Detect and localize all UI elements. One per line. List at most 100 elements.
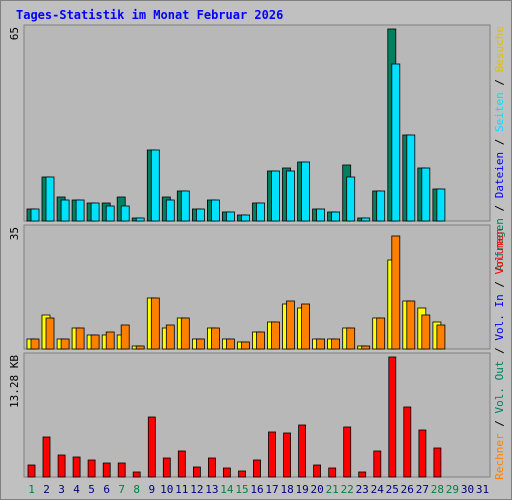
chart-title: Tages-Statistik im Monat Februar 2026: [16, 8, 284, 22]
x-tick-label-day-3: 3: [58, 483, 65, 496]
bar-hits-dateien-day-28: [436, 188, 446, 222]
x-tick-label-day-6: 6: [103, 483, 110, 496]
bar-visits-rechner-day-26: [406, 300, 416, 350]
bar-visits-rechner-day-18: [286, 300, 295, 350]
bar-hits-dateien-day-15: [241, 214, 250, 222]
bar-hits-dateien-day-24: [376, 190, 386, 222]
bar-volume-volumen-day-21: [328, 467, 337, 478]
bar-hits-dateien-day-6: [105, 205, 115, 222]
bar-volume-volumen-day-9: [147, 416, 156, 478]
x-tick-label-day-24: 24: [371, 483, 385, 496]
x-tick-label-day-28: 28: [431, 483, 444, 496]
x-tick-label-day-30: 30: [461, 483, 474, 496]
x-tick-label-day-5: 5: [88, 483, 95, 496]
x-tick-label-day-12: 12: [190, 483, 203, 496]
bar-volume-volumen-day-7: [117, 462, 126, 478]
bar-visits-rechner-day-27: [421, 314, 431, 350]
bar-volume-volumen-day-12: [192, 466, 201, 478]
x-tick-label-day-18: 18: [280, 483, 293, 496]
x-tick-label-day-23: 23: [356, 483, 369, 496]
bar-volume-volumen-day-23: [358, 471, 367, 478]
bar-visits-rechner-day-11: [180, 317, 190, 350]
x-tick-label-day-13: 13: [205, 483, 218, 496]
bar-visits-rechner-day-22: [346, 327, 356, 350]
bar-volume-volumen-day-2: [42, 436, 51, 478]
x-tick-label-day-9: 9: [148, 483, 155, 496]
x-tick-label-day-15: 15: [235, 483, 248, 496]
bar-volume-volumen-day-22: [343, 426, 352, 478]
bar-hits-dateien-day-21: [331, 211, 341, 222]
bar-visits-rechner-day-8: [135, 345, 145, 350]
bar-hits-dateien-day-3: [60, 199, 70, 222]
x-tick-label-day-26: 26: [401, 483, 414, 496]
ymax-label-visits: 35: [8, 227, 21, 240]
panel-volume: [23, 352, 491, 478]
bar-hits-dateien-day-2: [45, 176, 55, 222]
bar-visits-rechner-day-20: [316, 338, 326, 350]
bar-hits-dateien-day-12: [195, 208, 205, 222]
bar-volume-volumen-day-17: [268, 431, 276, 478]
x-tick-label-day-27: 27: [416, 483, 429, 496]
bar-visits-rechner-day-28: [436, 324, 446, 350]
bar-volume-volumen-day-27: [418, 429, 427, 478]
x-tick-label-day-4: 4: [73, 483, 80, 496]
bar-volume-volumen-day-14: [222, 467, 231, 478]
bar-visits-rechner-day-7: [120, 324, 130, 350]
bar-visits-rechner-day-16: [256, 331, 265, 350]
x-tick-label-day-22: 22: [341, 483, 354, 496]
x-tick-label-day-1: 1: [28, 483, 35, 496]
x-tick-label-day-17: 17: [265, 483, 278, 496]
x-tick-label-day-8: 8: [133, 483, 140, 496]
bar-visits-rechner-day-10: [165, 324, 175, 350]
bar-hits-dateien-day-9: [150, 149, 160, 222]
bar-volume-volumen-day-8: [132, 471, 141, 478]
legend-top: Anfragen / Dateien / Seiten / Besuche: [493, 26, 506, 271]
x-tick-label-day-11: 11: [175, 483, 188, 496]
bar-hits-dateien-day-22: [346, 176, 356, 222]
bar-hits-dateien-day-23: [361, 217, 371, 222]
bar-visits-rechner-day-12: [195, 338, 205, 350]
bar-hits-dateien-day-8: [135, 217, 145, 222]
bar-hits-dateien-day-13: [210, 199, 220, 222]
bar-volume-volumen-day-3: [57, 454, 66, 478]
bar-visits-rechner-day-21: [331, 338, 341, 350]
bar-visits-rechner-day-2: [45, 317, 55, 350]
bar-hits-dateien-day-14: [225, 211, 235, 222]
x-tick-label-day-14: 14: [220, 483, 234, 496]
bar-hits-dateien-day-18: [286, 170, 295, 222]
bar-hits-dateien-day-20: [316, 208, 326, 222]
x-tick-label-day-19: 19: [295, 483, 308, 496]
bar-volume-volumen-day-24: [373, 450, 382, 478]
bar-volume-volumen-day-18: [283, 432, 292, 478]
bar-volume-volumen-day-16: [253, 459, 261, 478]
bar-volume-volumen-day-25: [388, 356, 397, 478]
bar-hits-dateien-day-16: [256, 202, 265, 222]
x-tick-label-day-16: 16: [250, 483, 263, 496]
bar-volume-volumen-day-4: [72, 456, 81, 478]
bar-visits-rechner-day-9: [150, 297, 160, 350]
bar-visits-rechner-day-17: [271, 321, 280, 350]
bar-volume-volumen-day-28: [433, 447, 442, 478]
bar-hits-dateien-day-7: [120, 205, 130, 222]
bar-visits-rechner-day-23: [361, 345, 371, 350]
legend-bottom: Rechner / Vol. Out / Vol. In / Volumen: [493, 228, 506, 480]
bar-visits-rechner-day-1: [30, 338, 40, 350]
bar-hits-dateien-day-19: [301, 161, 311, 222]
bar-visits-rechner-day-24: [376, 317, 386, 350]
bar-visits-rechner-day-15: [241, 341, 250, 350]
bar-visits-rechner-day-5: [90, 334, 100, 350]
x-tick-label-day-20: 20: [310, 483, 323, 496]
bar-visits-rechner-day-6: [105, 331, 115, 350]
bar-volume-volumen-day-11: [177, 450, 186, 478]
x-tick-label-day-7: 7: [118, 483, 125, 496]
bar-hits-dateien-day-27: [421, 167, 431, 222]
bar-visits-rechner-day-4: [75, 327, 85, 350]
bar-volume-volumen-day-19: [298, 424, 307, 478]
bar-hits-dateien-day-1: [30, 208, 40, 222]
bar-hits-dateien-day-11: [180, 190, 190, 222]
x-tick-label-day-25: 25: [386, 483, 399, 496]
bar-volume-volumen-day-13: [207, 457, 216, 478]
bar-volume-volumen-day-26: [403, 406, 412, 478]
x-tick-label-day-10: 10: [160, 483, 173, 496]
